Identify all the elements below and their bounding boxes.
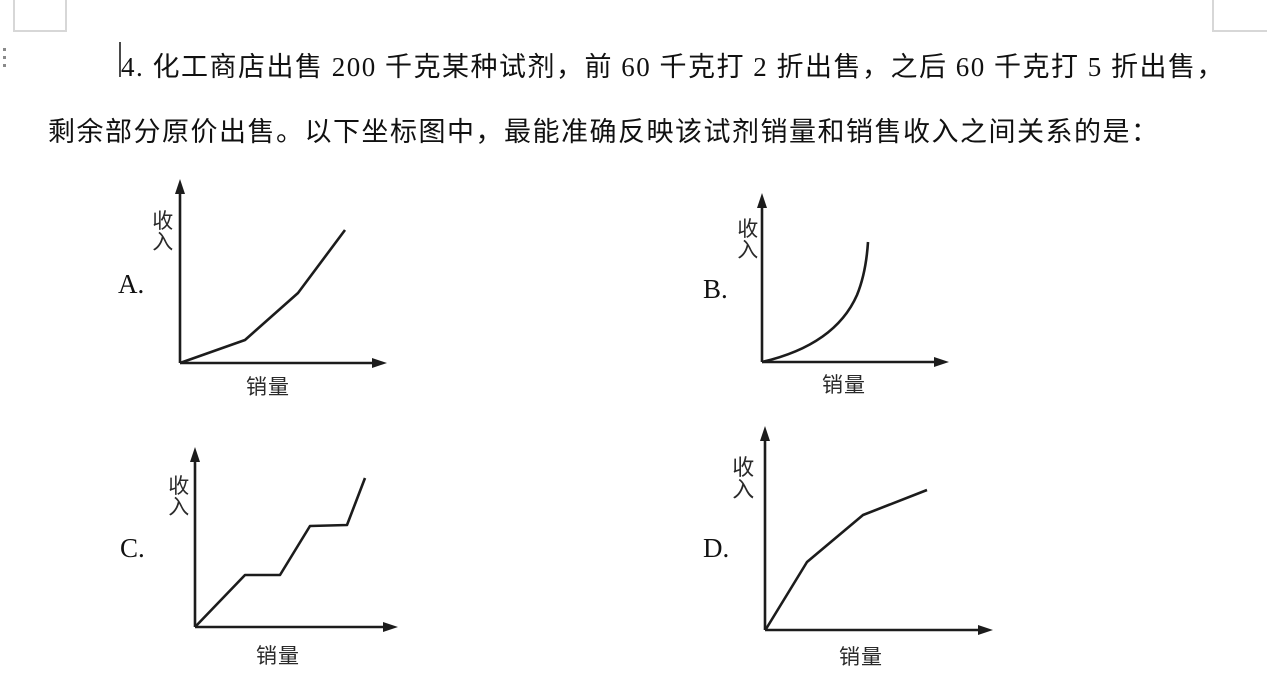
arrow-right-icon — [934, 357, 949, 367]
option-a-label[interactable]: A. — [118, 269, 145, 299]
drag-handle-icon[interactable] — [1, 47, 9, 69]
option-d-x-axis-label: 销量 — [839, 645, 883, 669]
option-b-x-axis-label: 销量 — [822, 373, 866, 397]
revenue-curve — [761, 241, 870, 364]
option-c-y-axis-label: 收入 — [168, 474, 190, 519]
revenue-curve — [179, 229, 347, 365]
option-d-chart[interactable] — [720, 420, 1020, 675]
option-d-label[interactable]: D. — [703, 533, 730, 563]
option-d: D. 收入 销量 — [690, 420, 1020, 675]
option-c-chart[interactable] — [140, 440, 410, 670]
option-d-y-axis-label: 收入 — [732, 455, 755, 502]
arrow-right-icon — [372, 358, 387, 368]
option-b: B. 收入 销量 — [690, 175, 1000, 400]
option-a-y-axis-label: 收入 — [152, 209, 174, 254]
clipped-panel-corner-right — [1212, 0, 1267, 32]
drag-handle-dot — [3, 56, 6, 59]
option-a-x-axis-label: 销量 — [246, 375, 290, 399]
arrow-up-icon — [757, 193, 767, 208]
text-cursor — [119, 42, 121, 77]
question-text-line-1[interactable]: 4. 化工商店出售 200 千克某种试剂，前 60 千克打 2 折出售，之后 6… — [121, 52, 1225, 82]
revenue-curve — [194, 477, 367, 628]
option-c-x-axis-label: 销量 — [256, 644, 300, 668]
option-a: A. 收入 销量 — [110, 175, 410, 400]
option-b-y-axis-label: 收入 — [737, 217, 759, 262]
option-b-label[interactable]: B. — [703, 274, 728, 304]
arrow-right-icon — [383, 622, 398, 632]
option-c-label[interactable]: C. — [120, 533, 145, 563]
question-text-line-2[interactable]: 剩余部分原价出售。以下坐标图中，最能准确反映该试剂销量和销售收入之间关系的是： — [48, 117, 1160, 147]
arrow-up-icon — [175, 179, 185, 194]
arrow-up-icon — [190, 447, 200, 462]
arrow-right-icon — [978, 625, 993, 635]
drag-handle-dot — [3, 48, 6, 51]
drag-handle-dot — [3, 64, 6, 67]
option-b-chart[interactable] — [720, 175, 980, 395]
revenue-curve — [764, 488, 928, 630]
clipped-panel-corner-left — [13, 0, 67, 32]
option-c: C. 收入 销量 — [110, 440, 410, 675]
option-a-chart[interactable] — [140, 175, 400, 395]
arrow-up-icon — [760, 426, 770, 441]
